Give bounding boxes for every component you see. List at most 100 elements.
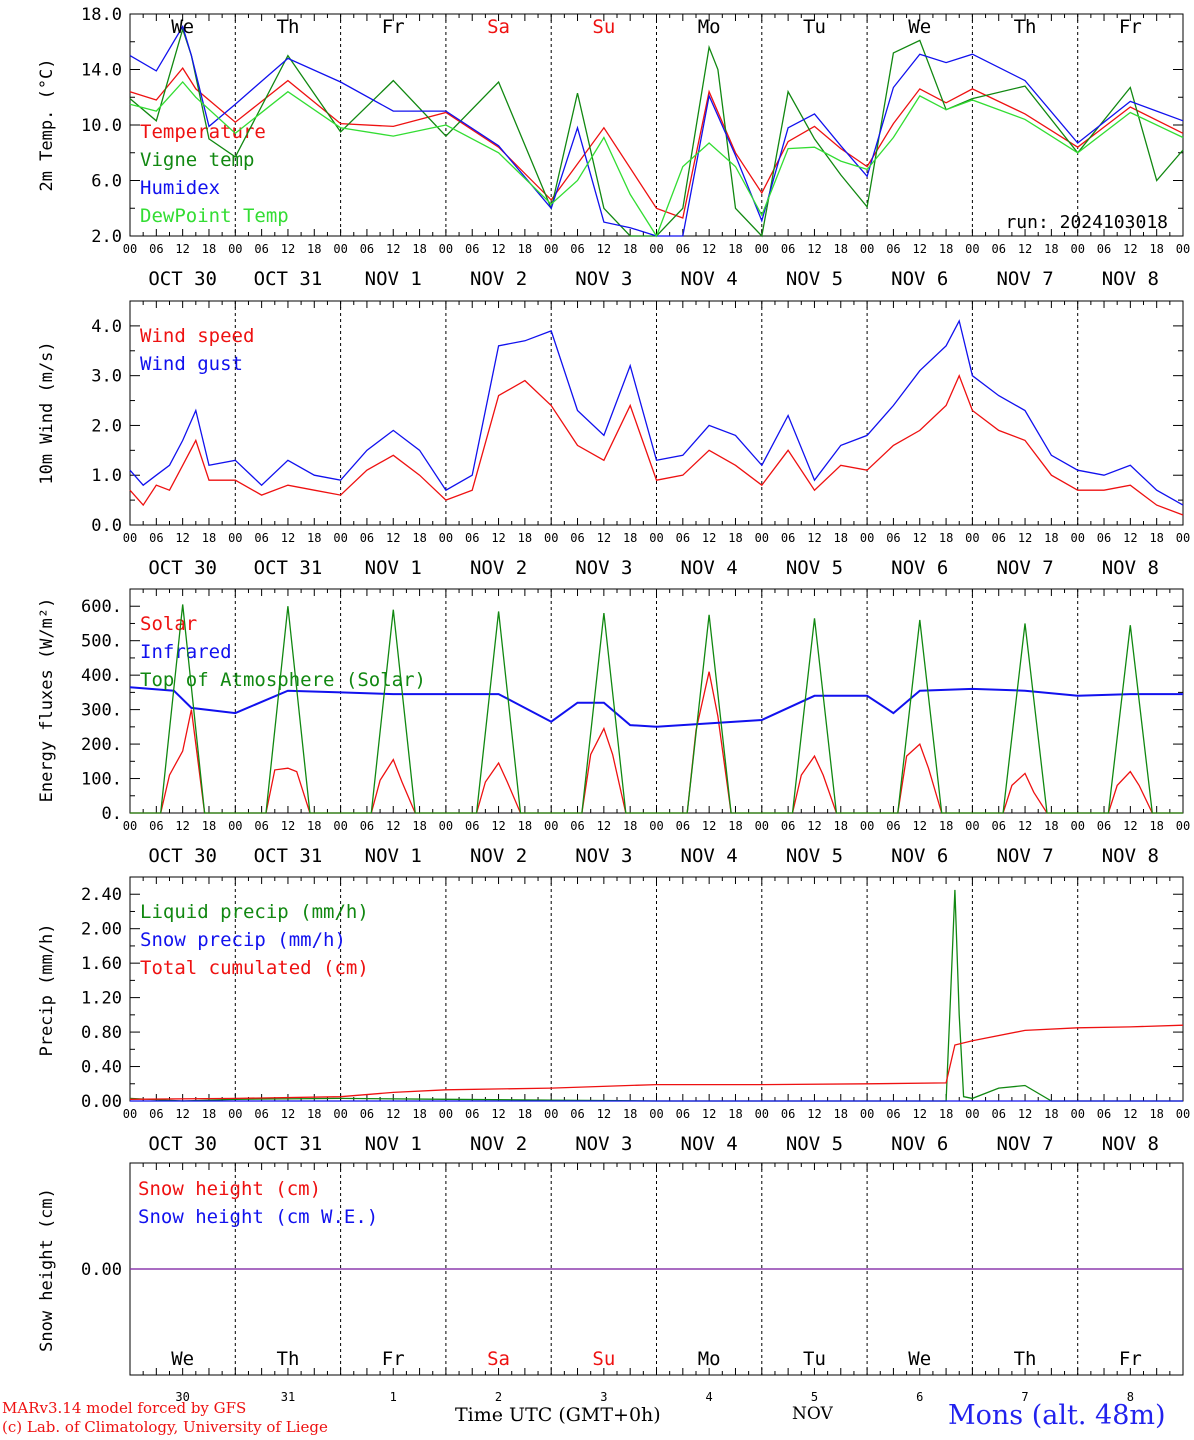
hour-tick-label: 18 (202, 819, 216, 833)
hour-tick-label: 18 (939, 242, 953, 256)
hour-tick-label: 12 (386, 819, 400, 833)
hour-tick-label: 18 (728, 819, 742, 833)
y-tick-label: 600. (81, 597, 122, 617)
hour-tick-label: 00 (333, 242, 347, 256)
y-tick-label: 2.40 (81, 885, 122, 905)
hour-tick-label: 00 (965, 819, 979, 833)
date-label: OCT 30 (148, 557, 217, 579)
legend-entry: Wind speed (140, 325, 254, 347)
legend-entry: Liquid precip (mm/h) (140, 901, 369, 923)
day-number-label: 7 (1021, 1390, 1028, 1404)
day-number-label: 5 (811, 1390, 818, 1404)
hour-tick-label: 12 (175, 819, 189, 833)
hour-tick-label: 12 (491, 1107, 505, 1121)
hour-tick-label: 18 (1044, 242, 1058, 256)
y-axis-label: Precip (mm/h) (37, 923, 57, 1056)
date-label: OCT 31 (254, 1133, 323, 1155)
y-tick-label: 200. (81, 735, 122, 755)
hour-tick-label: 12 (1123, 242, 1137, 256)
hour-tick-label: 18 (518, 531, 532, 545)
hour-tick-label: 12 (913, 1107, 927, 1121)
hour-tick-label: 12 (175, 1107, 189, 1121)
time-axis-label: Time UTC (GMT+0h) (455, 1404, 661, 1426)
hour-tick-label: 18 (518, 1107, 532, 1121)
weekday-label-bottom: Tu (803, 1348, 826, 1370)
hour-tick-label: 00 (333, 819, 347, 833)
hour-tick-label: 18 (834, 242, 848, 256)
y-axis-label: Energy fluxes (W/m²) (37, 598, 57, 803)
run-annotation: run: 2024103018 (1005, 212, 1168, 233)
date-label: OCT 30 (148, 268, 217, 290)
hour-tick-label: 00 (649, 531, 663, 545)
date-label: NOV 2 (470, 268, 527, 290)
hour-tick-label: 06 (781, 531, 795, 545)
hour-tick-label: 00 (1176, 819, 1190, 833)
date-label: NOV 8 (1102, 557, 1159, 579)
date-label: NOV 7 (996, 268, 1053, 290)
hour-tick-label: 00 (333, 1107, 347, 1121)
day-number-label: 3 (600, 1390, 607, 1404)
hour-tick-label: 06 (991, 242, 1005, 256)
hour-tick-label: 00 (439, 531, 453, 545)
hour-tick-label: 18 (202, 242, 216, 256)
hour-tick-label: 12 (702, 242, 716, 256)
weekday-label-bottom: Su (592, 1348, 615, 1370)
chart-panel-4: 0.00 0.40 0.80 1.20 1.60 2.00 2.40 Precip (mm/h… (37, 876, 1190, 1155)
hour-tick-label: 06 (360, 819, 374, 833)
hour-tick-label: 06 (360, 242, 374, 256)
model-credit-line2: (c) Lab. of Climatology, University of L… (2, 1418, 328, 1436)
y-tick-label: 0.40 (81, 1058, 122, 1078)
hour-tick-label: 00 (649, 819, 663, 833)
chart-panel-3: 0. 100. 200. 300. 400. 500. 600. Energy fluxes … (37, 588, 1190, 867)
date-label: NOV 4 (681, 268, 738, 290)
hour-tick-label: 00 (228, 1107, 242, 1121)
hour-tick-label: 06 (676, 1107, 690, 1121)
hour-tick-label: 00 (860, 1107, 874, 1121)
hour-tick-label: 18 (939, 819, 953, 833)
hour-tick-label: 06 (360, 1107, 374, 1121)
legend-entry: Snow height (cm) (138, 1178, 321, 1200)
date-label: NOV 2 (470, 1133, 527, 1155)
hour-tick-label: 12 (702, 819, 716, 833)
hour-tick-label: 06 (570, 819, 584, 833)
y-tick-label: 100. (81, 770, 122, 790)
date-label: NOV 1 (365, 557, 422, 579)
hour-tick-label: 12 (1123, 819, 1137, 833)
legend-entry: Temperature (140, 121, 266, 143)
weekday-label-top: Fr (382, 16, 405, 38)
hour-tick-label: 12 (702, 531, 716, 545)
hour-tick-label: 00 (755, 819, 769, 833)
hour-tick-label: 06 (254, 242, 268, 256)
hour-tick-label: 06 (465, 531, 479, 545)
series-line-wind-speed (129, 373, 1184, 516)
hour-tick-label: 18 (1044, 531, 1058, 545)
y-tick-label: 18.0 (81, 5, 122, 25)
hour-tick-label: 00 (755, 1107, 769, 1121)
weekday-label-top: Th (277, 16, 300, 38)
hour-tick-label: 18 (1044, 819, 1058, 833)
weekday-label-top: Tu (803, 16, 826, 38)
y-tick-label: 0.80 (81, 1023, 122, 1043)
y-tick-label: 2.0 (91, 416, 122, 436)
hour-tick-label: 06 (1097, 531, 1111, 545)
hour-tick-label: 12 (175, 531, 189, 545)
series-line-wind-gust (129, 319, 1184, 506)
hour-tick-label: 00 (544, 242, 558, 256)
y-tick-label: 1.20 (81, 989, 122, 1009)
hour-tick-label: 00 (333, 531, 347, 545)
date-label: NOV 5 (786, 1133, 843, 1155)
hour-tick-label: 06 (465, 1107, 479, 1121)
hour-tick-label: 00 (1070, 1107, 1084, 1121)
hour-tick-label: 18 (518, 819, 532, 833)
hour-tick-label: 18 (518, 242, 532, 256)
series-line-top-of-atmosphere-solar- (130, 604, 1183, 814)
day-number-label: 8 (1127, 1390, 1134, 1404)
legend-entry: Top of Atmosphere (Solar) (140, 669, 426, 691)
hour-tick-label: 12 (1018, 1107, 1032, 1121)
hour-tick-label: 00 (544, 531, 558, 545)
hour-tick-label: 12 (913, 819, 927, 833)
hour-tick-label: 18 (623, 242, 637, 256)
hour-tick-label: 12 (913, 242, 927, 256)
hour-tick-label: 18 (728, 242, 742, 256)
hour-tick-label: 12 (597, 242, 611, 256)
